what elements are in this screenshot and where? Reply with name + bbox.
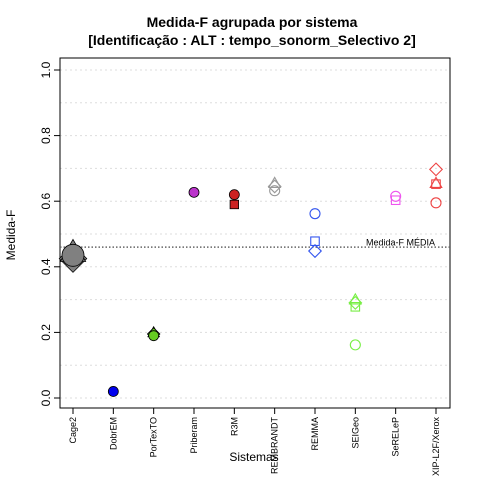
data-point-square bbox=[229, 199, 239, 210]
data-point-square bbox=[350, 302, 361, 312]
data-point-circle bbox=[148, 330, 160, 342]
data-point-circle bbox=[390, 190, 402, 202]
data-point-circle bbox=[349, 339, 361, 351]
data-point-diamond bbox=[348, 295, 363, 310]
y-axis-label: Medida-F bbox=[4, 210, 18, 261]
data-point-diamond bbox=[428, 162, 444, 177]
x-tick-label: SeRELeP bbox=[391, 417, 401, 457]
x-tick-label: Cage2 bbox=[68, 417, 78, 444]
x-tick-label: Priberam bbox=[189, 417, 199, 454]
data-point-triangle bbox=[429, 176, 443, 189]
x-tick-label: REMBRANDT bbox=[270, 417, 280, 475]
data-point-square bbox=[390, 195, 401, 206]
plot-area: 0.0 0.2 0.4 0.6 0.8 1.0 Cage2 DobrEM PorTexTO Pri… bbox=[39, 57, 451, 477]
data-point-circle bbox=[309, 208, 321, 220]
chart-subtitle: [Identificação : ALT : tempo_sonorm_Sele… bbox=[88, 32, 416, 48]
x-tick-label: REMMA bbox=[310, 417, 320, 451]
x-tick-label: R3M bbox=[229, 417, 239, 436]
x-tick-label: DobrEM bbox=[108, 417, 118, 450]
data-point-circle bbox=[228, 189, 240, 201]
x-tick-label: SEIGeo bbox=[350, 417, 360, 449]
chart-title: Medida-F agrupada por sistema bbox=[147, 14, 358, 30]
data-point-circle bbox=[430, 197, 442, 209]
x-axis-label: Sistemas bbox=[229, 450, 278, 464]
y-tick-label: 0.2 bbox=[39, 324, 53, 341]
y-tick-label: 0.0 bbox=[39, 389, 53, 406]
y-tick-label: 1.0 bbox=[39, 61, 53, 78]
data-point-circle bbox=[107, 386, 119, 397]
y-tick-label: 0.8 bbox=[39, 127, 53, 144]
data-point-circle bbox=[269, 185, 281, 197]
data-point-circle bbox=[188, 186, 200, 198]
data-point-circle bbox=[61, 243, 85, 267]
x-tick-label: XIP-L2F/Xerox bbox=[431, 417, 441, 477]
y-tick-label: 0.4 bbox=[39, 258, 53, 275]
data-point-diamond bbox=[267, 179, 282, 194]
x-tick-label: PorTexTO bbox=[149, 417, 159, 457]
plot-frame bbox=[59, 57, 451, 409]
average-reference-label: Medida-F MÉDIA bbox=[366, 238, 435, 248]
data-point-square bbox=[431, 179, 441, 189]
data-point-diamond bbox=[307, 244, 323, 259]
y-tick-label: 0.6 bbox=[39, 193, 53, 210]
